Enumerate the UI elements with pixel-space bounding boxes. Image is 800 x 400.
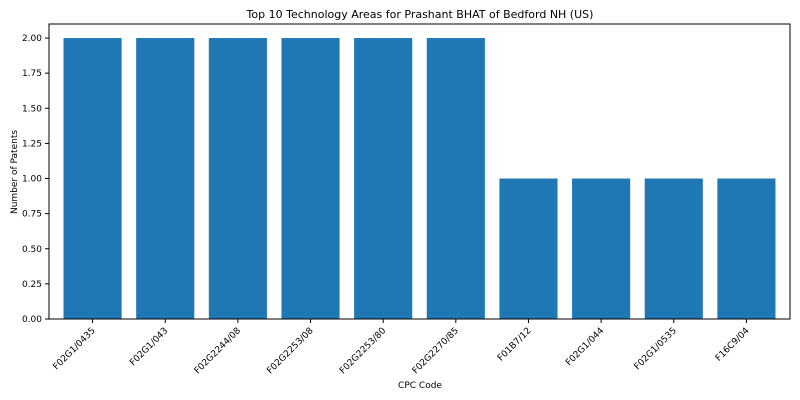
y-tick-label-0: 0.00 — [22, 315, 42, 325]
y-tick-label-4: 1.00 — [22, 175, 42, 185]
bar-3 — [281, 38, 339, 319]
x-tick-label-3: F02G2253/08 — [265, 326, 315, 376]
y-tick-label-3: 0.75 — [22, 210, 42, 220]
y-tick-label-5: 1.25 — [22, 139, 42, 149]
x-axis-title: CPC Code — [398, 381, 442, 391]
y-tick-label-1: 0.25 — [22, 280, 42, 290]
bar-0 — [64, 38, 122, 319]
x-tick-label-4: F02G2253/80 — [338, 326, 388, 376]
bars-group — [64, 38, 776, 319]
x-axis-ticks: F02G1/0435 F02G1/043 F02G2244/08 F02G2253/0… — [52, 319, 752, 376]
chart-title: Top 10 Technology Areas for Prashant BHA… — [246, 8, 594, 21]
x-tick-label-2: F02G2244/08 — [193, 326, 243, 376]
bar-5 — [427, 38, 485, 319]
y-axis-title: Number of Patents — [10, 130, 20, 214]
y-tick-label-6: 1.50 — [22, 104, 42, 114]
bar-chart: Top 10 Technology Areas for Prashant BHA… — [0, 0, 800, 400]
x-tick-label-7: F02G1/044 — [564, 326, 606, 368]
x-tick-label-0: F02G1/0435 — [52, 326, 98, 372]
x-tick-label-5: F02G2270/85 — [411, 326, 461, 376]
y-tick-label-8: 2.00 — [22, 34, 42, 44]
bar-7 — [572, 179, 630, 319]
x-tick-label-6: F01B7/12 — [496, 326, 533, 363]
bar-8 — [645, 179, 703, 319]
bar-6 — [499, 179, 557, 319]
x-tick-label-8: F02G1/0535 — [633, 326, 679, 372]
y-tick-label-2: 0.50 — [22, 245, 42, 255]
x-tick-label-1: F02G1/043 — [128, 326, 170, 368]
bar-1 — [136, 38, 194, 319]
y-axis-ticks: 0.00 0.25 0.50 0.75 1.00 1.25 1.50 1.75 2.00 — [22, 34, 49, 325]
bar-9 — [717, 179, 775, 319]
x-tick-label-9: F16C9/04 — [714, 326, 752, 364]
bar-4 — [354, 38, 412, 319]
y-tick-label-7: 1.75 — [22, 69, 42, 79]
bar-2 — [209, 38, 267, 319]
